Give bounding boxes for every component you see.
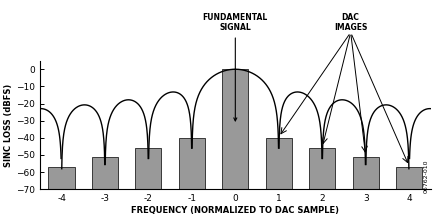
Text: FUNDAMENTAL
SIGNAL: FUNDAMENTAL SIGNAL bbox=[202, 13, 267, 121]
Bar bbox=[309, 148, 335, 189]
Bar bbox=[395, 167, 421, 189]
Text: 06762-010: 06762-010 bbox=[423, 159, 427, 193]
Bar bbox=[222, 69, 248, 189]
Bar bbox=[352, 157, 378, 189]
Text: DAC
IMAGES: DAC IMAGES bbox=[333, 13, 367, 32]
Bar bbox=[48, 167, 74, 189]
Bar bbox=[265, 138, 291, 189]
Bar bbox=[135, 148, 161, 189]
Y-axis label: SINC LOSS (dBFS): SINC LOSS (dBFS) bbox=[4, 83, 13, 167]
Bar bbox=[92, 157, 118, 189]
X-axis label: FREQUENCY (NORMALIZED TO DAC SAMPLE): FREQUENCY (NORMALIZED TO DAC SAMPLE) bbox=[131, 206, 339, 215]
Bar bbox=[178, 138, 204, 189]
